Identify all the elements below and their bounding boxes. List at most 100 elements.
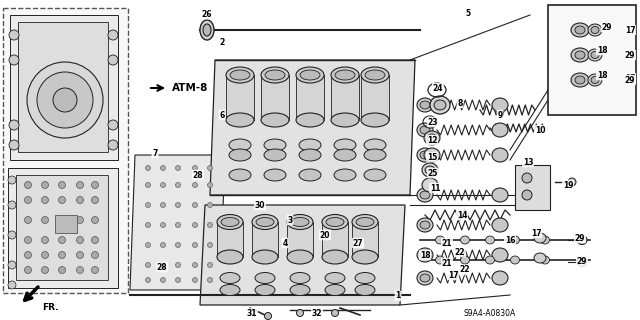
Bar: [55, 215, 77, 233]
Ellipse shape: [226, 113, 254, 127]
Circle shape: [77, 217, 83, 223]
Bar: [352, 222, 378, 257]
Ellipse shape: [355, 273, 375, 284]
Text: 30: 30: [255, 201, 265, 210]
Circle shape: [77, 236, 83, 244]
Circle shape: [175, 277, 180, 283]
Ellipse shape: [220, 284, 240, 295]
Ellipse shape: [229, 139, 251, 151]
Circle shape: [175, 243, 180, 247]
Ellipse shape: [203, 24, 211, 36]
Circle shape: [24, 196, 31, 204]
Ellipse shape: [352, 250, 378, 264]
Ellipse shape: [588, 24, 602, 36]
Circle shape: [9, 55, 19, 65]
Circle shape: [193, 222, 198, 228]
Circle shape: [42, 252, 49, 259]
Ellipse shape: [420, 151, 430, 159]
Circle shape: [145, 182, 150, 188]
Ellipse shape: [296, 309, 303, 316]
Text: 22: 22: [460, 266, 470, 275]
Circle shape: [175, 203, 180, 207]
Ellipse shape: [322, 214, 348, 229]
Ellipse shape: [364, 149, 386, 161]
Ellipse shape: [335, 70, 355, 80]
Circle shape: [193, 262, 198, 268]
Ellipse shape: [364, 169, 386, 181]
Text: 23: 23: [428, 117, 438, 126]
Text: 12: 12: [427, 135, 437, 145]
Ellipse shape: [290, 273, 310, 284]
Ellipse shape: [420, 191, 430, 199]
Ellipse shape: [417, 218, 433, 232]
Ellipse shape: [265, 70, 285, 80]
Ellipse shape: [420, 251, 430, 259]
Bar: [217, 222, 243, 257]
Ellipse shape: [296, 113, 324, 127]
Ellipse shape: [252, 214, 278, 229]
Ellipse shape: [252, 250, 278, 264]
Ellipse shape: [588, 74, 602, 86]
Circle shape: [77, 267, 83, 274]
Circle shape: [175, 222, 180, 228]
Text: 29: 29: [575, 234, 585, 243]
Ellipse shape: [420, 221, 430, 229]
Ellipse shape: [287, 250, 313, 264]
Ellipse shape: [427, 134, 437, 142]
Bar: [3, 8, 128, 293]
Circle shape: [92, 252, 99, 259]
Text: 15: 15: [427, 153, 437, 162]
Text: FR.: FR.: [42, 302, 58, 311]
Ellipse shape: [541, 236, 550, 244]
Circle shape: [207, 203, 212, 207]
Bar: [322, 222, 348, 257]
Circle shape: [77, 252, 83, 259]
Text: 29: 29: [625, 51, 636, 60]
Polygon shape: [130, 155, 225, 290]
Ellipse shape: [591, 52, 599, 59]
Circle shape: [9, 120, 19, 130]
Circle shape: [207, 243, 212, 247]
Bar: [361, 75, 389, 120]
Circle shape: [108, 30, 118, 40]
Circle shape: [207, 222, 212, 228]
Ellipse shape: [361, 113, 389, 127]
Text: 17: 17: [531, 228, 541, 237]
Circle shape: [145, 277, 150, 283]
Ellipse shape: [571, 48, 589, 62]
Circle shape: [193, 182, 198, 188]
Circle shape: [207, 165, 212, 171]
Ellipse shape: [588, 49, 602, 61]
Ellipse shape: [331, 113, 359, 127]
Bar: [331, 75, 359, 120]
Bar: [8, 168, 118, 288]
Text: 17: 17: [625, 74, 636, 83]
Text: 5: 5: [465, 9, 470, 18]
Circle shape: [58, 181, 65, 188]
Ellipse shape: [356, 218, 374, 227]
Circle shape: [522, 173, 532, 183]
Ellipse shape: [420, 101, 430, 109]
Bar: [18, 22, 108, 152]
Ellipse shape: [591, 27, 599, 34]
Text: ATM-8: ATM-8: [172, 83, 209, 93]
Circle shape: [24, 181, 31, 188]
Circle shape: [27, 62, 103, 138]
Ellipse shape: [435, 256, 445, 264]
Ellipse shape: [264, 149, 286, 161]
Text: 14: 14: [457, 211, 467, 220]
Circle shape: [161, 262, 166, 268]
Text: 2: 2: [220, 37, 225, 46]
Ellipse shape: [422, 163, 438, 177]
Ellipse shape: [332, 309, 339, 316]
Circle shape: [145, 243, 150, 247]
Text: 8: 8: [458, 99, 463, 108]
Ellipse shape: [290, 284, 310, 295]
Circle shape: [9, 30, 19, 40]
Ellipse shape: [326, 218, 344, 227]
Ellipse shape: [492, 218, 508, 232]
Bar: [548, 5, 636, 115]
Ellipse shape: [229, 169, 251, 181]
Text: 31: 31: [247, 308, 257, 317]
Bar: [296, 75, 324, 120]
